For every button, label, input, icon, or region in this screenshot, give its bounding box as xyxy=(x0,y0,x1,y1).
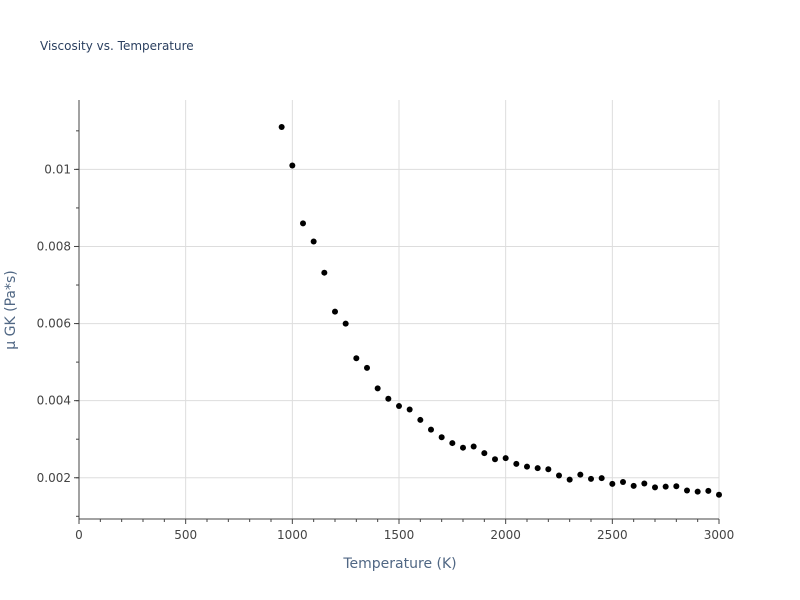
data-point xyxy=(300,220,306,227)
data-point xyxy=(364,364,370,371)
data-point xyxy=(438,434,445,441)
data-points xyxy=(278,123,722,498)
x-tick-label: 2500 xyxy=(597,528,628,542)
data-point xyxy=(705,487,712,494)
data-point xyxy=(406,406,413,413)
data-point xyxy=(385,395,392,402)
data-point xyxy=(641,480,648,487)
data-point xyxy=(716,491,722,498)
chart-title: Viscosity vs. Temperature xyxy=(40,39,194,53)
x-tick-label: 2000 xyxy=(490,528,521,542)
data-point xyxy=(652,484,658,491)
x-tick-label: 500 xyxy=(174,528,197,542)
y-tick-label: 0.006 xyxy=(37,317,71,331)
data-point xyxy=(502,455,509,462)
data-point xyxy=(524,463,530,470)
x-tick-label: 1000 xyxy=(277,528,308,542)
y-tick-label: 0.004 xyxy=(37,394,71,408)
data-point xyxy=(310,238,317,245)
data-point xyxy=(278,123,285,130)
data-point xyxy=(534,465,541,472)
x-tick-label: 3000 xyxy=(704,528,735,542)
x-axis-title: Temperature (K) xyxy=(342,556,456,572)
y-tick-label: 0.008 xyxy=(37,239,71,253)
data-point xyxy=(556,472,562,479)
data-point xyxy=(396,403,402,410)
data-point xyxy=(684,487,690,494)
data-point xyxy=(289,162,296,169)
data-point xyxy=(428,426,434,433)
x-tick-label: 1500 xyxy=(384,528,415,542)
data-point xyxy=(673,483,680,490)
data-point xyxy=(332,308,338,315)
data-point xyxy=(449,440,456,447)
data-point xyxy=(662,483,669,490)
y-tick-label: 0.002 xyxy=(37,471,71,485)
data-point xyxy=(513,460,520,467)
y-axis-title: μ GK (Pa*s) xyxy=(3,270,19,349)
tick-layer: 0 500 1000 1500 2000 2500 3000 0.002 0.004 0.006 0… xyxy=(37,130,735,542)
data-point xyxy=(630,482,637,489)
data-point xyxy=(588,475,594,482)
y-tick-label: 0.01 xyxy=(44,162,71,176)
data-point xyxy=(470,443,477,450)
data-point xyxy=(545,466,552,473)
data-point xyxy=(353,355,360,362)
data-point xyxy=(577,471,584,478)
grid-layer xyxy=(79,100,720,519)
data-point xyxy=(342,320,349,327)
data-point xyxy=(492,456,498,463)
x-tick-label: 0 xyxy=(75,528,83,542)
data-point xyxy=(598,475,605,482)
data-point xyxy=(321,269,328,276)
data-point xyxy=(374,385,381,392)
data-point xyxy=(481,450,488,457)
data-point xyxy=(694,488,701,495)
data-point xyxy=(566,476,573,483)
data-point xyxy=(620,478,626,485)
data-point xyxy=(417,416,424,423)
data-point xyxy=(460,444,466,451)
data-point xyxy=(609,480,616,487)
